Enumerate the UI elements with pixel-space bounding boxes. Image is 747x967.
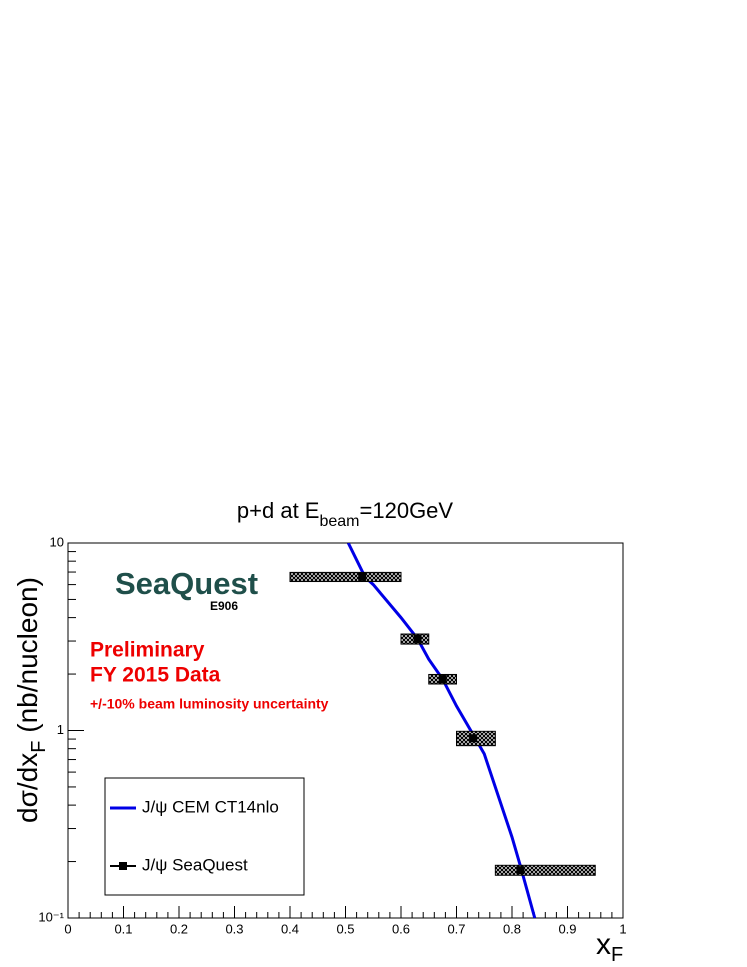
annotation: Preliminary: [90, 639, 205, 662]
data-point: [469, 734, 478, 743]
data-point: [516, 866, 525, 875]
x-label-main: x: [596, 928, 611, 961]
legend-box: [104, 777, 305, 896]
y-tick-label: 10: [50, 534, 64, 549]
x-tick-label: 0.1: [114, 921, 132, 936]
logo-experiment: E906: [210, 599, 238, 613]
y-axis-label: dσ/dxF (nb/nucleon): [12, 577, 50, 823]
error-box: [289, 571, 402, 583]
y-tick-label: 1: [57, 722, 64, 737]
logo-name: SeaQuest: [115, 566, 258, 601]
title-rest: =120GeV: [360, 498, 454, 523]
y-label-main: dσ/dx: [12, 753, 43, 823]
chart-title: p+d at Ebeam=120GeV: [237, 498, 454, 530]
x-tick-label: 0.5: [336, 921, 354, 936]
x-tick-label: 0.8: [503, 921, 521, 936]
x-tick-label: 0.3: [225, 921, 243, 936]
x-tick-label: 0.6: [392, 921, 410, 936]
x-tick-label: 0.4: [281, 921, 299, 936]
title-main: p+d at E: [237, 498, 320, 523]
x-axis-label: xF: [596, 928, 623, 966]
legend-label: J/ψ CEM CT14nlo: [142, 797, 279, 816]
y-label-sub: F: [28, 741, 50, 753]
legend-marker: [119, 862, 127, 870]
data-point: [438, 675, 447, 684]
annotation: FY 2015 Data: [90, 664, 221, 687]
legend-label: J/ψ SeaQuest: [142, 855, 248, 874]
y-tick-label: 10⁻¹: [38, 909, 64, 924]
title-sub: beam: [319, 513, 359, 530]
x-tick-label: 0.7: [447, 921, 465, 936]
annotation: +/-10% beam luminosity uncertainty: [90, 696, 329, 712]
x-tick-label: 1: [619, 921, 626, 936]
logo: SeaQuest E906: [115, 566, 258, 613]
data-point: [358, 572, 367, 581]
x-label-sub: F: [611, 944, 623, 966]
error-box: [494, 864, 596, 876]
x-tick-label: 0.2: [170, 921, 188, 936]
y-label-rest: (nb/nucleon): [12, 577, 43, 740]
curve: [346, 543, 537, 918]
data-point: [413, 634, 422, 643]
x-tick-label: 0: [64, 921, 71, 936]
x-tick-label: 0.9: [558, 921, 576, 936]
